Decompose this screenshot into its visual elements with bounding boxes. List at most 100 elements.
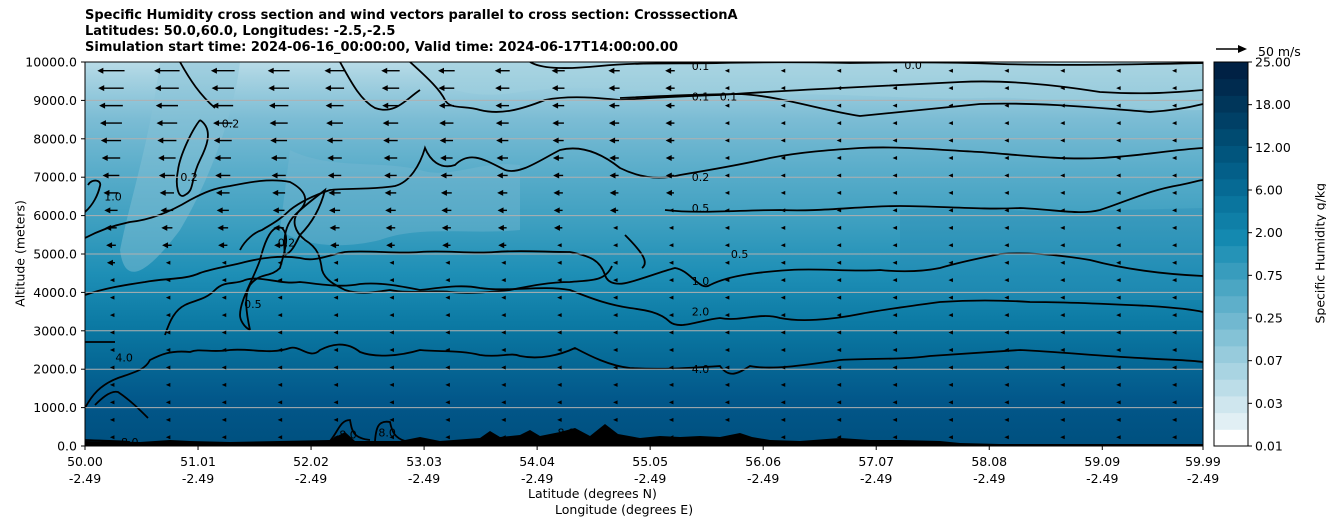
wind-vector-head (160, 207, 167, 214)
wind-vector (892, 190, 898, 195)
wind-vector (445, 278, 450, 283)
wind-vector (221, 382, 227, 387)
wind-vector (389, 435, 394, 440)
wind-vector (109, 278, 115, 283)
wind-vector (668, 225, 674, 230)
wind-vector-head (327, 172, 334, 179)
wind-vector-head (441, 224, 448, 231)
contour-4.0-left (94, 390, 149, 419)
wind-vector (892, 68, 898, 73)
wind-vector (948, 295, 953, 300)
wind-vector (1172, 225, 1177, 230)
wind-vector (724, 313, 730, 318)
colorbar-tick-label: 12.00 (1255, 140, 1291, 155)
wind-vector (1172, 121, 1177, 126)
wind-vector (780, 365, 786, 370)
wind-vector-head (274, 242, 281, 249)
wind-vector-head (97, 67, 104, 74)
wind-vector-head (269, 120, 276, 127)
wind-vector-head (552, 155, 559, 161)
x-tick-label-lat: 56.06 (745, 454, 781, 469)
wind-vector (668, 400, 674, 405)
wind-vector (445, 330, 450, 335)
wind-vector (892, 295, 898, 300)
wind-vector (1004, 208, 1009, 213)
wind-vector-head (210, 67, 217, 74)
colorbar-segment (1214, 245, 1248, 263)
wind-vector (1060, 260, 1065, 265)
wind-vector (1116, 400, 1121, 405)
contour-label: 0.5 (731, 248, 749, 261)
wind-vector-head (495, 102, 502, 109)
wind-vector (780, 138, 786, 143)
wind-vector (836, 156, 842, 160)
wind-vector (892, 382, 898, 387)
wind-vector (221, 295, 227, 300)
wind-vector (445, 313, 450, 318)
wind-vector (724, 348, 730, 352)
wind-vector (836, 225, 842, 230)
wind-vector-head (270, 137, 277, 144)
wind-vector-head (268, 85, 275, 92)
wind-vector (780, 86, 786, 91)
title-line-1: Specific Humidity cross section and wind… (85, 8, 738, 23)
wind-vector (892, 243, 898, 248)
wind-vector-head (99, 102, 106, 109)
wind-vector (333, 295, 339, 300)
contour-label: 0.0 (904, 59, 922, 72)
wind-vector (1172, 278, 1177, 283)
wind-vector-head (217, 224, 224, 231)
wind-vector (780, 278, 786, 283)
wind-vector-head (101, 155, 108, 161)
contour-lines (85, 62, 1203, 443)
colorbar-segment (1214, 195, 1248, 213)
wind-vector-head (326, 120, 333, 127)
wind-vector (836, 348, 842, 352)
wind-vector (389, 295, 394, 300)
wind-vector-head (665, 172, 672, 179)
y-axis: 0.0 1000.0 2000.0 3000.0 4000.0 5000.0 6000.0 7… (25, 55, 85, 454)
wind-vector (1116, 382, 1121, 387)
wind-vector (724, 103, 730, 108)
wind-vector (389, 417, 394, 422)
wind-vector-head (441, 207, 448, 214)
wind-vector (1060, 348, 1065, 352)
wind-vector-head (665, 120, 672, 127)
wind-vector-head (98, 85, 105, 92)
wind-vector (836, 103, 842, 108)
colorbar-tick-label: 0.03 (1255, 396, 1283, 411)
wind-vector (1116, 173, 1121, 178)
wind-vector (165, 330, 171, 335)
wind-vector (501, 278, 506, 283)
wind-vector (1172, 138, 1177, 143)
wind-vector (1116, 103, 1121, 108)
wind-vector (501, 330, 506, 335)
wind-vector (1060, 382, 1065, 387)
wind-vector-head (154, 85, 161, 92)
wind-vector (836, 435, 842, 440)
wind-vector (501, 313, 506, 318)
wind-vector (613, 348, 618, 352)
wind-vector (277, 400, 283, 405)
wind-vector (165, 348, 171, 352)
wind-vector (613, 225, 618, 230)
wind-vector-head (161, 224, 168, 231)
wind-vector-head (495, 85, 502, 92)
wind-vector (668, 260, 674, 265)
wind-vector (1172, 417, 1177, 422)
wind-vector (557, 382, 562, 387)
wind-vector (333, 330, 339, 335)
x-tick-label-lon: -2.49 (860, 471, 892, 486)
y-tick-label: 0.0 (57, 439, 77, 454)
wind-vector (948, 138, 953, 143)
wind-vector (892, 435, 898, 440)
wind-vector (557, 330, 562, 335)
wind-vector (892, 348, 898, 352)
colorbar-segment (1214, 128, 1248, 146)
wind-vector (389, 278, 394, 283)
wind-vector (165, 295, 171, 300)
wind-vector-head (325, 85, 332, 92)
wind-vector-head (158, 155, 165, 161)
wind-vector (333, 278, 339, 283)
wind-vector (1004, 156, 1009, 160)
